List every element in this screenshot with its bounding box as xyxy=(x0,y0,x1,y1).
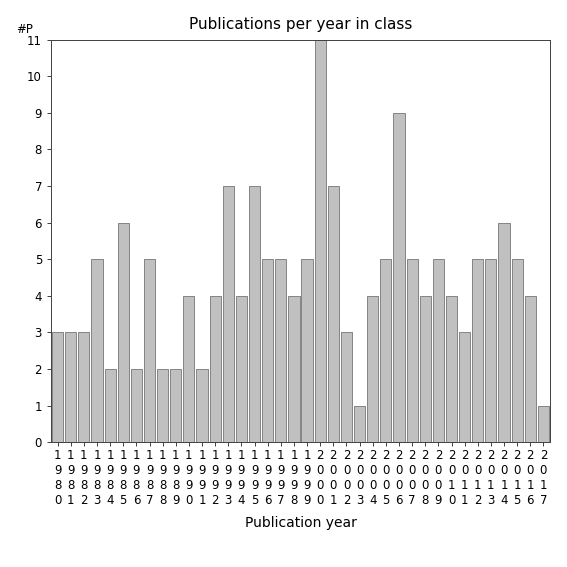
Bar xyxy=(196,369,208,442)
Bar xyxy=(354,405,365,442)
Bar xyxy=(433,259,444,442)
Bar xyxy=(157,369,168,442)
Bar xyxy=(459,332,470,442)
Bar xyxy=(524,296,536,442)
Bar xyxy=(104,369,116,442)
Bar xyxy=(511,259,523,442)
Bar xyxy=(420,296,431,442)
Bar xyxy=(78,332,90,442)
Bar xyxy=(472,259,483,442)
Bar xyxy=(236,296,247,442)
Bar xyxy=(275,259,286,442)
Bar xyxy=(223,186,234,442)
Bar xyxy=(407,259,418,442)
Bar xyxy=(498,223,510,442)
Bar xyxy=(91,259,103,442)
Bar xyxy=(118,223,129,442)
Bar xyxy=(210,296,221,442)
Text: #P: #P xyxy=(16,23,33,36)
Bar xyxy=(302,259,312,442)
Bar xyxy=(144,259,155,442)
Bar xyxy=(341,332,352,442)
Bar xyxy=(315,40,326,442)
X-axis label: Publication year: Publication year xyxy=(244,515,357,530)
Bar xyxy=(328,186,339,442)
Bar xyxy=(538,405,549,442)
Bar xyxy=(131,369,142,442)
Bar xyxy=(65,332,77,442)
Bar xyxy=(446,296,457,442)
Bar xyxy=(485,259,497,442)
Bar xyxy=(380,259,391,442)
Bar xyxy=(52,332,63,442)
Bar xyxy=(367,296,378,442)
Bar xyxy=(249,186,260,442)
Bar xyxy=(262,259,273,442)
Bar xyxy=(393,113,405,442)
Bar xyxy=(289,296,299,442)
Bar xyxy=(183,296,194,442)
Title: Publications per year in class: Publications per year in class xyxy=(189,16,412,32)
Bar xyxy=(170,369,181,442)
